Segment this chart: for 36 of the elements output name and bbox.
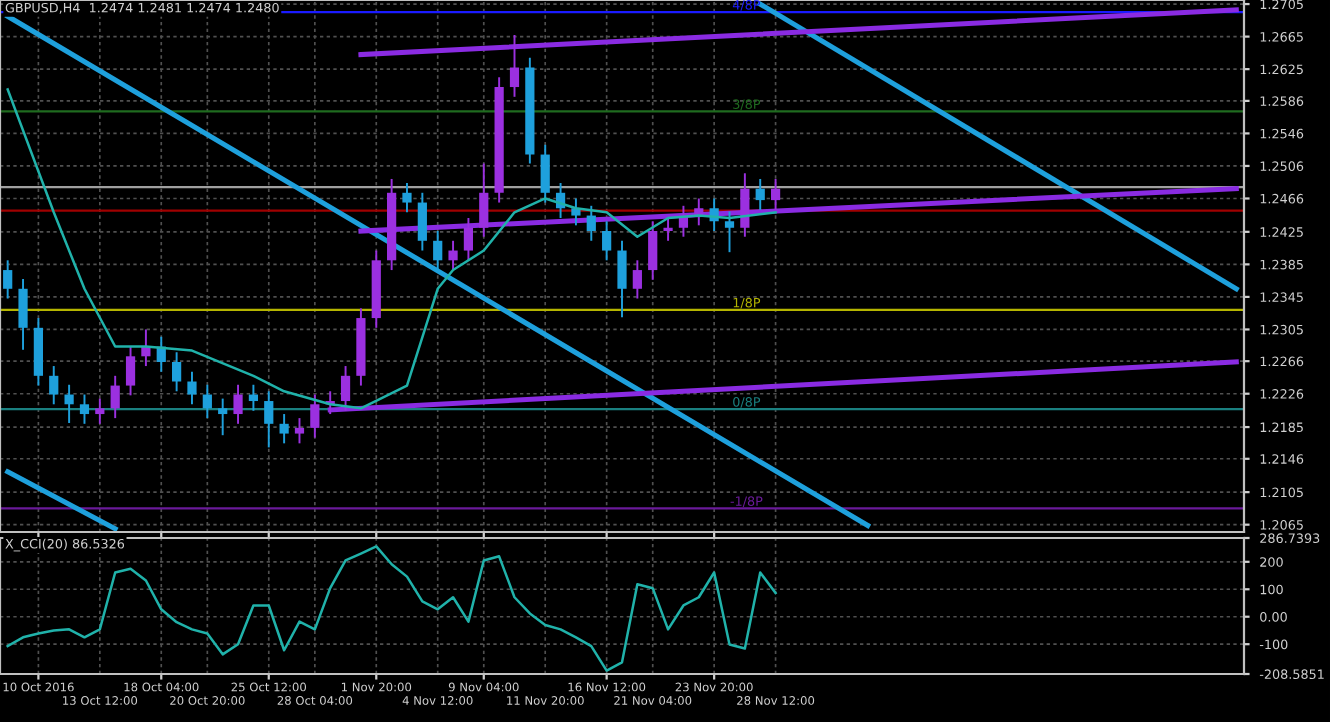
candlestick bbox=[571, 197, 581, 227]
candlestick bbox=[509, 34, 520, 98]
candlestick bbox=[110, 374, 120, 420]
candlestick bbox=[64, 383, 74, 424]
candlestick bbox=[586, 204, 596, 242]
candlestick bbox=[632, 259, 642, 300]
candlestick bbox=[264, 390, 274, 449]
candlestick bbox=[49, 365, 59, 406]
candlestick bbox=[740, 172, 750, 238]
candlestick bbox=[248, 383, 259, 412]
candlestick bbox=[724, 210, 735, 254]
candlestick bbox=[279, 413, 289, 445]
candlestick bbox=[602, 220, 612, 262]
candlestick bbox=[310, 393, 320, 439]
candlestick bbox=[463, 217, 474, 262]
candlestick bbox=[340, 365, 351, 412]
line-series bbox=[6, 88, 777, 410]
candlestick bbox=[479, 162, 489, 238]
candlestick bbox=[125, 345, 136, 397]
candlestick bbox=[294, 417, 305, 445]
candlestick bbox=[402, 182, 412, 214]
candlestick bbox=[663, 217, 673, 242]
candlestick bbox=[233, 383, 243, 425]
candlestick bbox=[448, 239, 458, 272]
candlestick bbox=[95, 397, 105, 425]
candlestick bbox=[79, 393, 90, 425]
candlestick bbox=[187, 370, 197, 406]
candlestick bbox=[218, 397, 228, 437]
candlestick bbox=[617, 239, 627, 319]
candlestick bbox=[3, 259, 13, 300]
candlestick bbox=[33, 317, 43, 387]
candlestick bbox=[770, 177, 781, 211]
candlestick bbox=[417, 191, 427, 252]
candlestick bbox=[755, 177, 765, 211]
candlestick bbox=[18, 278, 28, 351]
candlestick bbox=[172, 351, 182, 393]
